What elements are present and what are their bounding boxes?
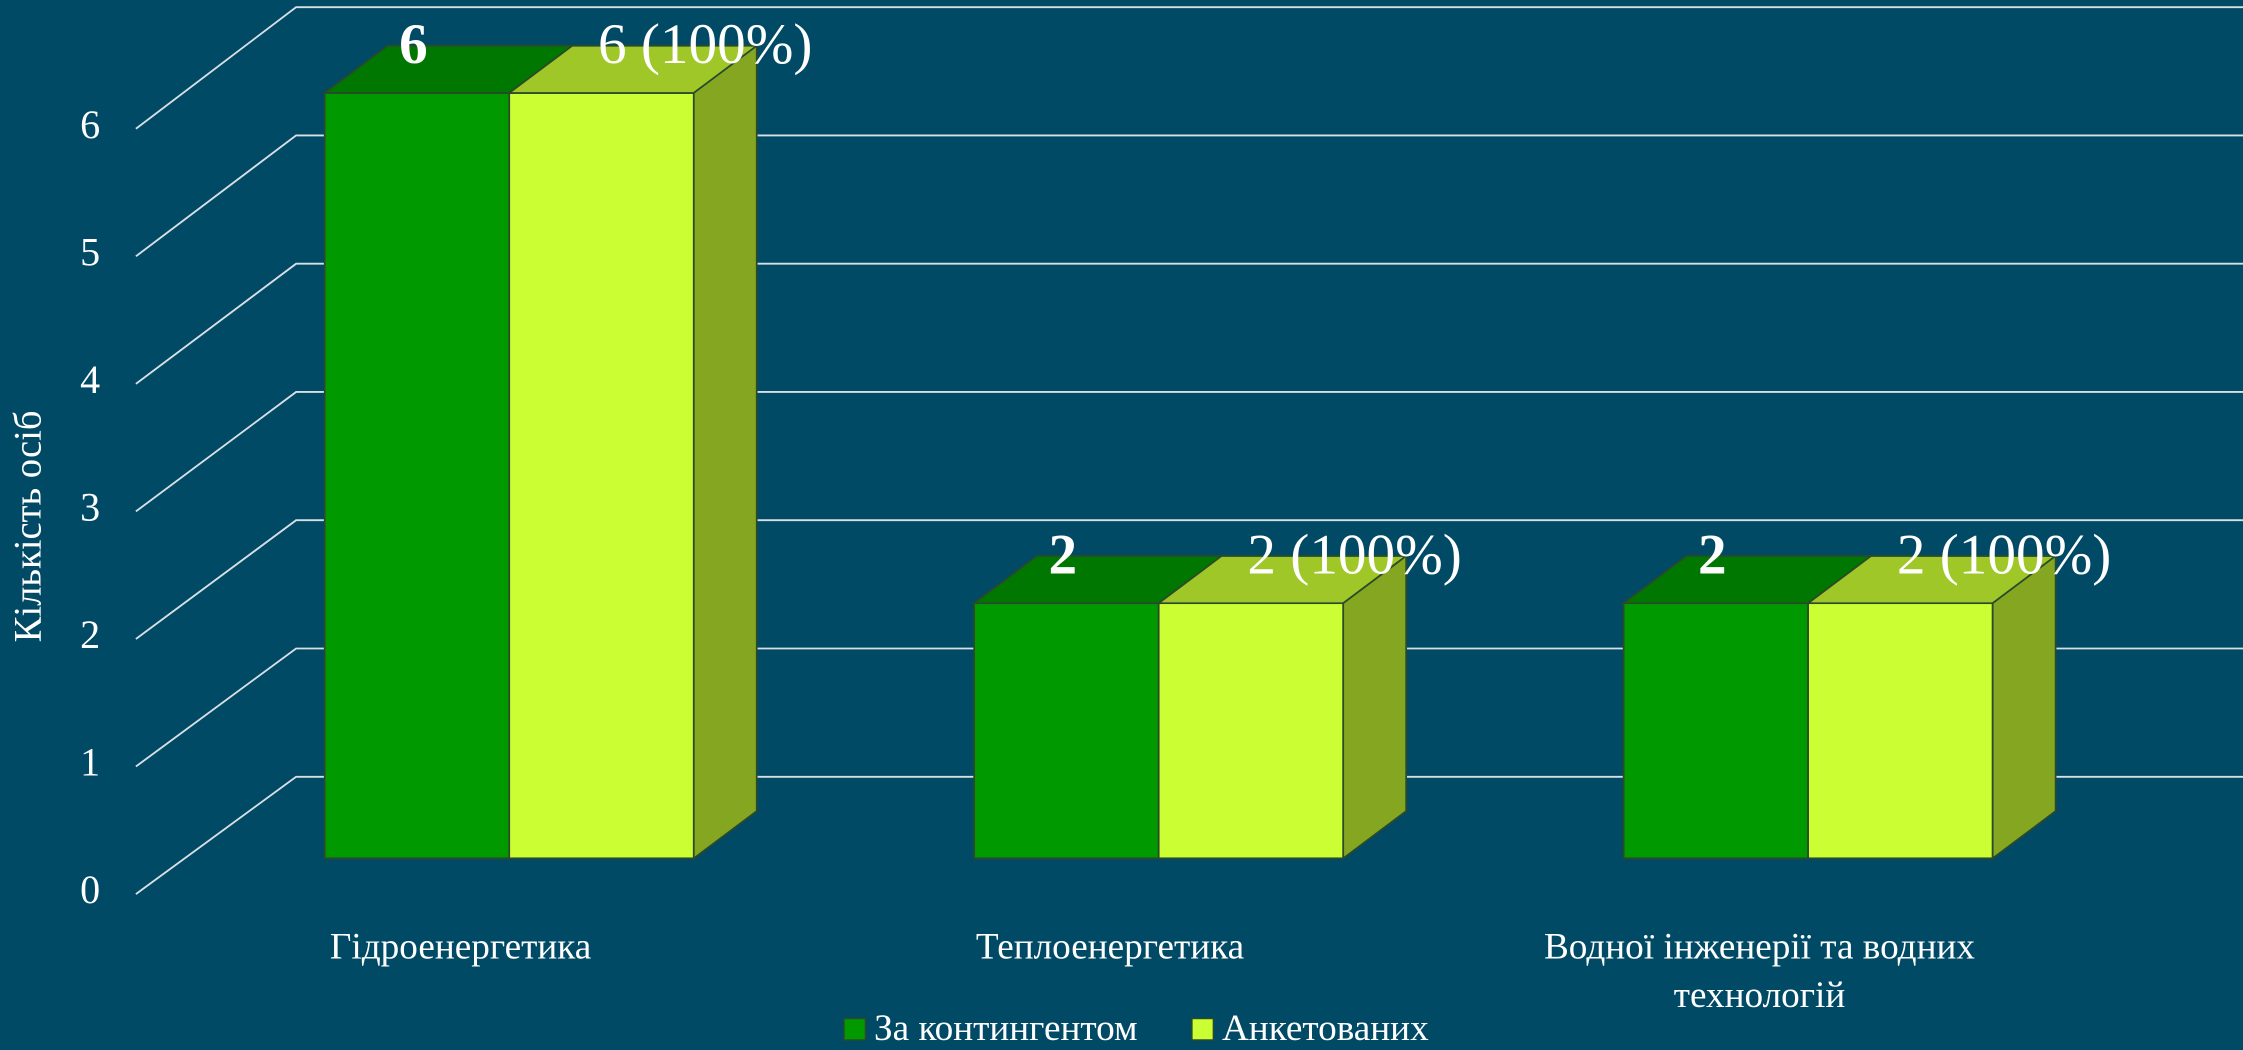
- grid-line: [135, 519, 2243, 640]
- bar: [1157, 602, 1345, 860]
- x-tick-label-box: Гідроенергетика: [329, 925, 592, 968]
- x-tick-label: Водної інженерії та водних технологій: [1543, 925, 1975, 1016]
- y-tick-label: 1: [80, 740, 100, 785]
- grid-line: [135, 391, 2243, 513]
- value-label: 6: [399, 13, 428, 76]
- value-label: 2 (100%): [1247, 523, 1461, 586]
- y-tick-label: 5: [80, 229, 100, 274]
- y-tick-label: 0: [80, 867, 100, 912]
- bar-side: [1342, 554, 1408, 861]
- value-label: 2 (100%): [1897, 523, 2111, 586]
- value-label: 2: [1049, 523, 1078, 586]
- y-tick-label: 3: [80, 485, 100, 530]
- legend-swatch: [843, 1017, 867, 1041]
- y-tick-label: 2: [80, 612, 100, 657]
- y-tick-label: 6: [80, 102, 100, 147]
- legend-label: Анкетованих: [1222, 1008, 1429, 1049]
- y-tick-label: 4: [80, 357, 100, 402]
- value-label: 6 (100%): [598, 13, 812, 76]
- legend-swatch: [1191, 1017, 1215, 1041]
- grid-line: [135, 647, 2243, 768]
- bar: [1807, 602, 1994, 860]
- x-tick-label: Гідроенергетика: [329, 925, 592, 968]
- grid-line: [135, 775, 2243, 895]
- legend-label: За контингентом: [874, 1008, 1138, 1049]
- bar: [973, 602, 1160, 860]
- bar-side: [692, 44, 758, 861]
- grid-line: [135, 6, 2243, 130]
- bar-side: [1991, 554, 2057, 861]
- grid-line: [135, 134, 2243, 258]
- grid-line: [135, 262, 2243, 385]
- x-tick-label-box: Водної інженерії та водних технологій: [1543, 925, 1975, 1016]
- x-tick-label: Теплоенергетика: [975, 925, 1245, 968]
- bar: [508, 92, 695, 860]
- bar: [1622, 602, 1809, 860]
- x-tick-label-box: Теплоенергетика: [975, 925, 1245, 968]
- value-label: 2: [1698, 523, 1727, 586]
- y-axis-label: Кількість осіб: [7, 410, 49, 642]
- bar: [323, 92, 511, 860]
